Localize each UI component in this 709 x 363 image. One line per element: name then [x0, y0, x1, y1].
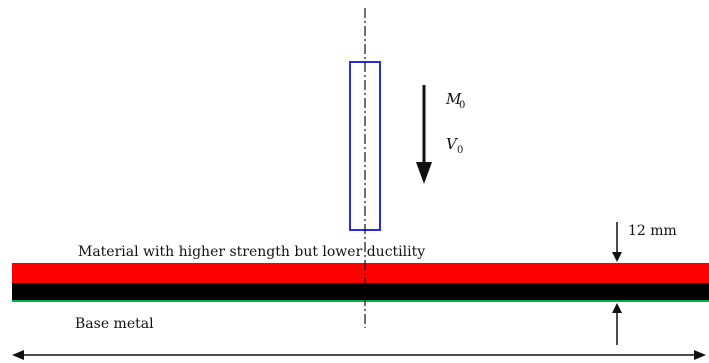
upper-layer-red [12, 263, 709, 283]
thickness-label: 12 mm [628, 223, 677, 239]
lower-layer-black [12, 283, 709, 301]
width-arrow-left [12, 350, 24, 360]
load-arrow-head [416, 162, 432, 184]
moment-subscript: 0 [459, 100, 465, 111]
shear-label: V [446, 135, 459, 153]
moment-label: M [445, 90, 462, 108]
shear-subscript: 0 [457, 145, 463, 156]
base-metal-label: Base metal [75, 316, 154, 332]
upper-layer-label: Material with higher strength but lower … [78, 244, 425, 260]
thickness-arrow-top [612, 252, 622, 262]
thickness-arrow-bottom [612, 303, 622, 313]
width-arrow-right [694, 350, 706, 360]
